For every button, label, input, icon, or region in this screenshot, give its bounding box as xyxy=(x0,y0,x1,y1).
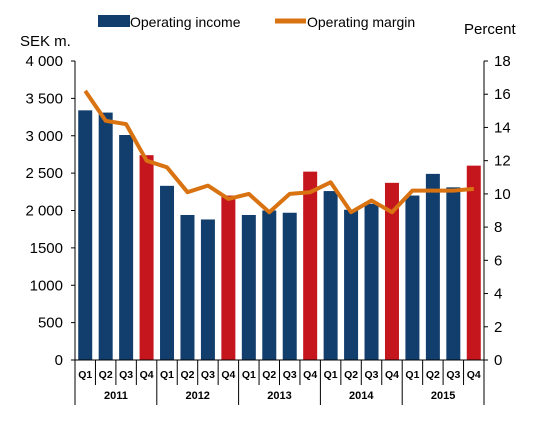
bar-operating-income xyxy=(241,214,256,360)
bar-operating-income xyxy=(119,135,134,360)
quarter-label: Q2 xyxy=(99,369,113,381)
left-axis-unit: SEK m. xyxy=(20,33,71,50)
right-tick-label: 10 xyxy=(494,186,511,203)
quarter-label: Q4 xyxy=(221,369,235,381)
year-label: 2015 xyxy=(431,390,455,402)
quarter-label: Q1 xyxy=(242,369,256,381)
left-tick-label: 2 000 xyxy=(25,203,63,220)
bar-operating-income xyxy=(221,195,236,360)
legend-operating-margin-label: Operating margin xyxy=(307,14,415,30)
right-tick-label: 14 xyxy=(494,119,511,136)
axes: 0 500 1000 1500 2 000 2 500 3 000 3 500 4 000 0 2 4… xyxy=(25,53,510,369)
margin-line xyxy=(83,89,474,215)
quarter-label: Q1 xyxy=(78,369,92,381)
quarter-label: Q2 xyxy=(262,369,276,381)
year-label: 2014 xyxy=(349,390,374,402)
quarter-label: Q4 xyxy=(140,369,154,381)
quarter-label: Q3 xyxy=(365,369,379,381)
bar-operating-income xyxy=(98,112,113,360)
bar-operating-income xyxy=(282,212,297,360)
left-tick-label: 1500 xyxy=(30,240,63,257)
quarter-label: Q1 xyxy=(405,369,419,381)
right-tick-label: 8 xyxy=(494,219,502,236)
x-axis: Q1 Q2 Q3 Q4 Q1 Q2 Q3 Q4 Q1 Q2 Q3 Q4 Q1 Q2 Q3 Q4 Q1 Q2 Q3 Q4… xyxy=(74,359,485,405)
legend: Operating income Operating margin xyxy=(98,14,415,30)
year-label: 2013 xyxy=(267,390,291,402)
quarter-label: Q3 xyxy=(119,369,133,381)
left-tick-label: 0 xyxy=(55,352,63,369)
bar-operating-income xyxy=(323,191,338,360)
quarter-label: Q2 xyxy=(344,369,358,381)
right-tick-label: 0 xyxy=(494,352,502,369)
bar-operating-income xyxy=(364,203,379,360)
left-tick-label: 1000 xyxy=(30,277,63,294)
year-label: 2011 xyxy=(104,390,128,402)
left-tick-label: 3 000 xyxy=(25,128,63,145)
bar-operating-income xyxy=(344,209,359,360)
bar-operating-income xyxy=(139,155,154,360)
legend-operating-income-swatch xyxy=(98,15,130,27)
quarter-label: Q4 xyxy=(385,369,399,381)
left-tick-label: 3 500 xyxy=(25,90,63,107)
bar-operating-income xyxy=(405,195,420,360)
quarter-label: Q2 xyxy=(426,369,440,381)
right-tick-label: 12 xyxy=(494,153,511,170)
bar-operating-income xyxy=(200,219,215,360)
quarter-label: Q4 xyxy=(303,369,317,381)
bar-operating-income xyxy=(160,185,175,360)
left-tick-label: 2 500 xyxy=(25,165,63,182)
right-tick-label: 6 xyxy=(494,252,502,269)
right-axis-unit: Percent xyxy=(464,21,517,38)
left-tick-label: 4 000 xyxy=(25,53,63,70)
quarter-label: Q3 xyxy=(283,369,297,381)
quarter-label: Q3 xyxy=(446,369,460,381)
bar-operating-income xyxy=(78,110,93,361)
left-tick-label: 500 xyxy=(38,315,63,332)
right-tick-label: 2 xyxy=(494,319,502,336)
line-operating-margin xyxy=(83,89,474,215)
bar-operating-income xyxy=(384,182,399,360)
bars xyxy=(78,110,481,361)
right-tick-label: 4 xyxy=(494,286,502,303)
right-tick-label: 18 xyxy=(494,53,511,70)
bar-operating-income xyxy=(180,214,195,360)
bar-operating-income xyxy=(303,171,318,360)
quarter-label: Q4 xyxy=(467,369,481,381)
year-label: 2012 xyxy=(185,390,209,402)
quarter-label: Q2 xyxy=(180,369,194,381)
legend-operating-income-label: Operating income xyxy=(130,14,241,30)
bar-operating-income xyxy=(425,173,440,360)
bar-operating-income xyxy=(466,165,481,360)
quarter-label: Q1 xyxy=(160,369,174,381)
bar-operating-income xyxy=(262,210,277,360)
right-tick-label: 16 xyxy=(494,86,511,103)
quarter-label: Q1 xyxy=(324,369,338,381)
bar-operating-income xyxy=(446,187,461,360)
quarter-label: Q3 xyxy=(201,369,215,381)
